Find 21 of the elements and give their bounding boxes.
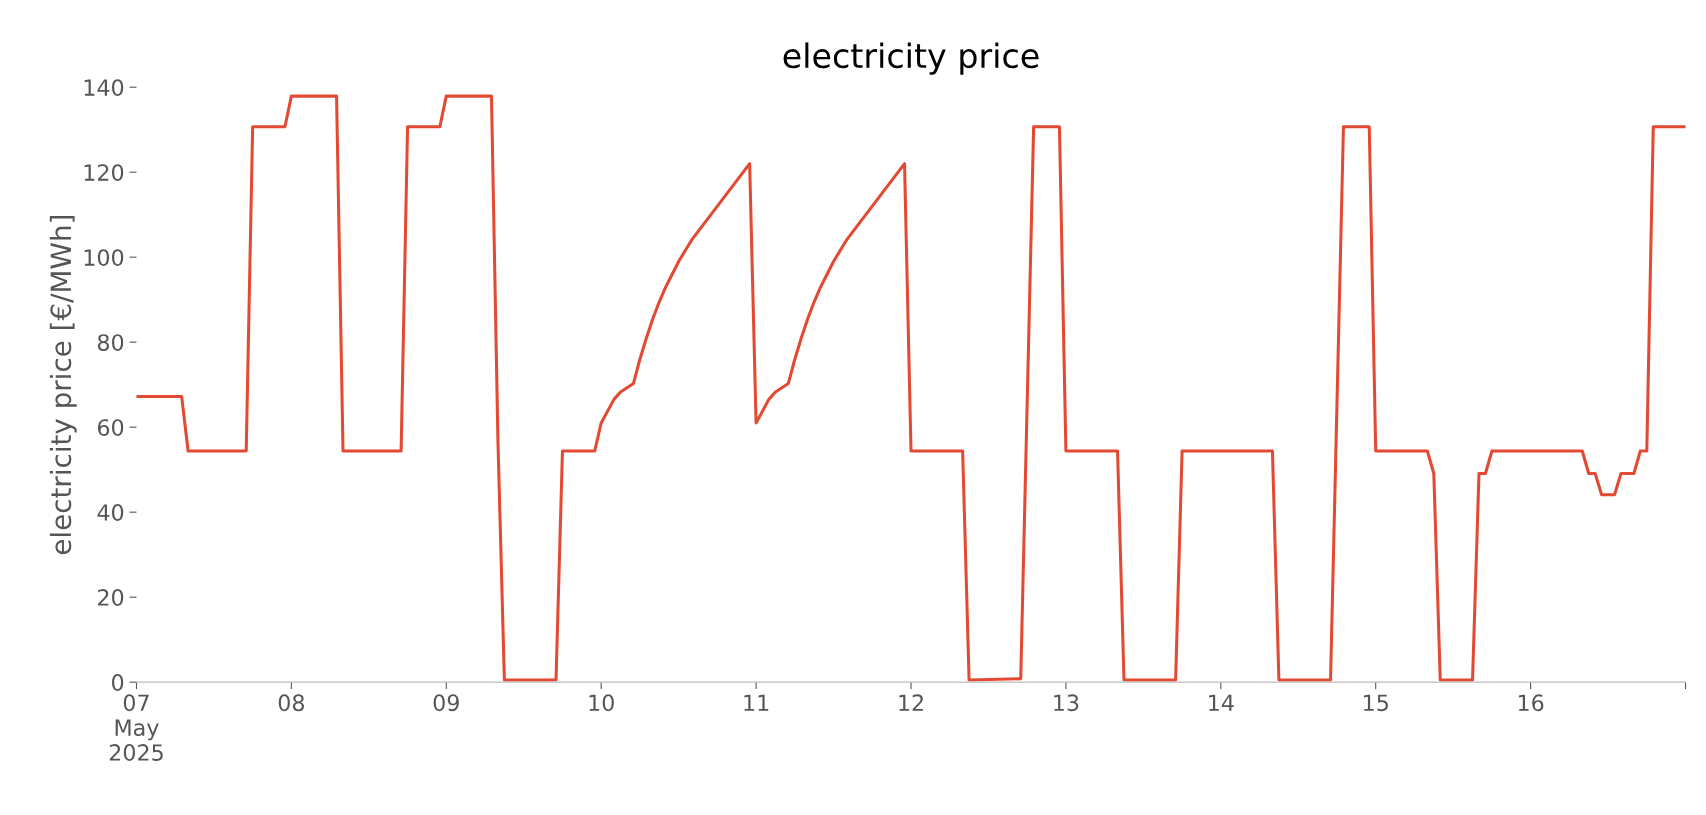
y-tick-label: 40 [97,504,124,521]
x-tick-label: 11 [744,694,769,711]
y-axis-title: electricity price [€/MWh] [49,216,77,555]
y-tick-label: 60 [97,419,124,436]
chart-title: electricity price [783,42,1039,75]
x-tick-label: 16 [1518,694,1544,712]
x-tick-label: 09 [433,694,459,712]
x-tick-label: 13 [1054,694,1079,712]
y-tick-label: 140 [84,79,124,96]
x-tick-label: 15 [1364,694,1388,712]
y-tick-label: 100 [84,249,124,266]
x-tick-label: 07 May 2025 [109,694,163,761]
x-tick-label: 08 [278,694,304,712]
x-tick-label: 10 [589,694,614,712]
y-tick-label: 20 [98,589,124,606]
y-tick-label: 80 [97,334,124,351]
y-tick-label: 120 [84,164,124,181]
line-series [136,94,1686,682]
x-tick-label: 14 [1209,694,1234,711]
y-tick-label: 0 [112,674,124,691]
x-tick-label: 12 [899,694,923,711]
